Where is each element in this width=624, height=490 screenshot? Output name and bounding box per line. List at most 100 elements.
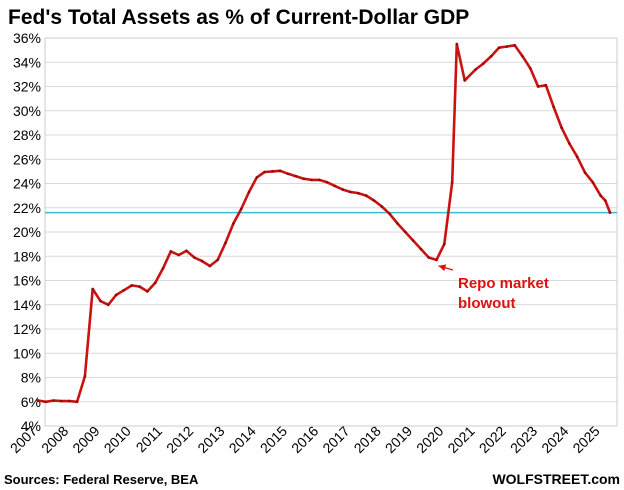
data-point: [333, 184, 337, 188]
data-point: [255, 176, 259, 179]
data-point: [463, 79, 467, 82]
data-point: [529, 67, 532, 70]
data-point: [138, 285, 141, 288]
data-point: [83, 375, 87, 378]
y-tick-label: 26%: [13, 151, 41, 167]
data-point: [200, 259, 204, 263]
data-point: [318, 178, 321, 182]
series-line: [36, 42, 612, 404]
x-tick-label: 2024: [538, 423, 571, 456]
data-point: [75, 400, 79, 404]
x-tick-label: 2017: [319, 423, 352, 456]
data-point: [388, 212, 391, 216]
y-tick-label: 34%: [13, 54, 41, 70]
sources-note: Sources: Federal Reserve, BEA: [4, 472, 199, 487]
y-tick-label: 20%: [13, 224, 41, 240]
x-tick-label: 2020: [413, 423, 446, 456]
x-tick-label: 2018: [351, 423, 384, 456]
data-point: [310, 178, 313, 182]
data-point: [455, 42, 459, 46]
data-point: [443, 242, 446, 246]
data-point: [411, 239, 415, 242]
x-tick-label: 2015: [257, 423, 290, 456]
x-tick-label: 2011: [133, 423, 166, 456]
data-point: [536, 85, 540, 88]
data-point: [505, 45, 509, 48]
y-tick-label: 14%: [13, 297, 41, 313]
data-point: [216, 258, 219, 262]
data-point: [232, 222, 235, 225]
data-point: [599, 194, 602, 197]
y-tick-label: 30%: [13, 103, 41, 119]
x-tick-label: 2008: [38, 423, 71, 456]
data-point: [247, 190, 251, 194]
data-point: [161, 267, 165, 270]
data-point: [474, 68, 477, 71]
data-point: [91, 287, 94, 291]
data-point: [224, 241, 227, 245]
data-point: [513, 44, 516, 47]
data-point: [497, 46, 501, 49]
data-point: [185, 249, 188, 253]
y-tick-label: 32%: [13, 79, 41, 95]
y-tick-label: 16%: [13, 273, 41, 289]
data-point: [372, 199, 376, 202]
data-point: [122, 288, 126, 292]
data-point: [263, 170, 266, 174]
y-tick-label: 10%: [13, 345, 41, 361]
data-point: [239, 207, 243, 211]
annotation-arrowhead: [438, 264, 447, 272]
data-point: [341, 188, 345, 191]
annotation-text-line1: Repo market: [458, 275, 549, 292]
data-point: [364, 194, 368, 197]
data-point: [435, 258, 438, 262]
plot-frame: [44, 37, 618, 427]
y-tick-label: 4%: [21, 418, 41, 434]
data-point: [44, 400, 48, 404]
x-tick-label: 2021: [444, 423, 477, 456]
data-point: [357, 191, 360, 195]
data-point: [193, 256, 196, 259]
data-point: [404, 230, 407, 234]
data-point: [552, 105, 555, 109]
data-point: [60, 399, 63, 403]
y-tick-label: 8%: [21, 370, 41, 386]
data-point: [114, 293, 118, 297]
data-point: [427, 256, 431, 259]
y-tick-label: 24%: [13, 176, 41, 192]
data-point: [521, 54, 524, 58]
data-point: [208, 264, 212, 268]
x-tick-labels: 2007200820092010201120122013201420152016…: [7, 423, 603, 456]
x-tick-label: 2025: [569, 423, 602, 456]
data-point: [419, 247, 423, 251]
x-tick-label: 2014: [226, 423, 259, 456]
data-point: [278, 169, 282, 173]
data-series: [36, 42, 612, 404]
data-point: [177, 253, 180, 257]
data-point: [544, 84, 548, 87]
y-tick-labels: 4% 6% 8% 10% 12% 14% 16% 18% 20% 22% 24% 26% 28% 30% 3…: [13, 30, 41, 434]
data-point: [107, 303, 110, 307]
data-point: [450, 181, 454, 184]
data-point: [99, 299, 102, 303]
x-tick-label: 2013: [194, 423, 227, 456]
x-tick-label: 2010: [101, 423, 134, 456]
y-tick-label: 36%: [13, 30, 41, 46]
data-point: [36, 399, 40, 402]
data-point: [568, 142, 571, 145]
y-tick-label: 28%: [13, 127, 41, 143]
x-tick-label: 2023: [507, 423, 540, 456]
grid-lines: [45, 37, 617, 427]
data-point: [591, 181, 595, 184]
data-point: [153, 281, 157, 285]
data-point: [349, 190, 352, 194]
data-point: [294, 174, 298, 178]
data-point: [608, 211, 612, 214]
data-point: [271, 170, 274, 173]
annotation: Repo market blowout: [438, 264, 549, 312]
y-tick-label: 22%: [13, 200, 41, 216]
x-tick-label: 2012: [163, 423, 196, 456]
data-point: [286, 172, 290, 176]
x-tick-label: 2022: [476, 423, 509, 456]
brand-label: WOLFSTREET.com: [492, 471, 620, 487]
